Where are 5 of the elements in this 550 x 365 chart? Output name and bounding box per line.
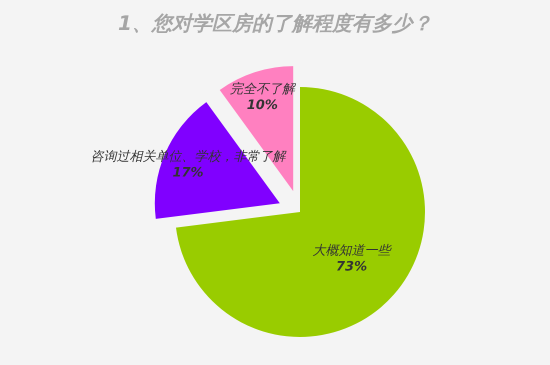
data-label: 10% xyxy=(246,98,278,113)
slice-label: 大概知道一些 xyxy=(312,243,393,258)
chart-title: 1、您对学区房的了解程度有多少？ xyxy=(118,11,432,35)
data-label: 17% xyxy=(172,166,204,181)
data-label: 73% xyxy=(336,259,368,274)
